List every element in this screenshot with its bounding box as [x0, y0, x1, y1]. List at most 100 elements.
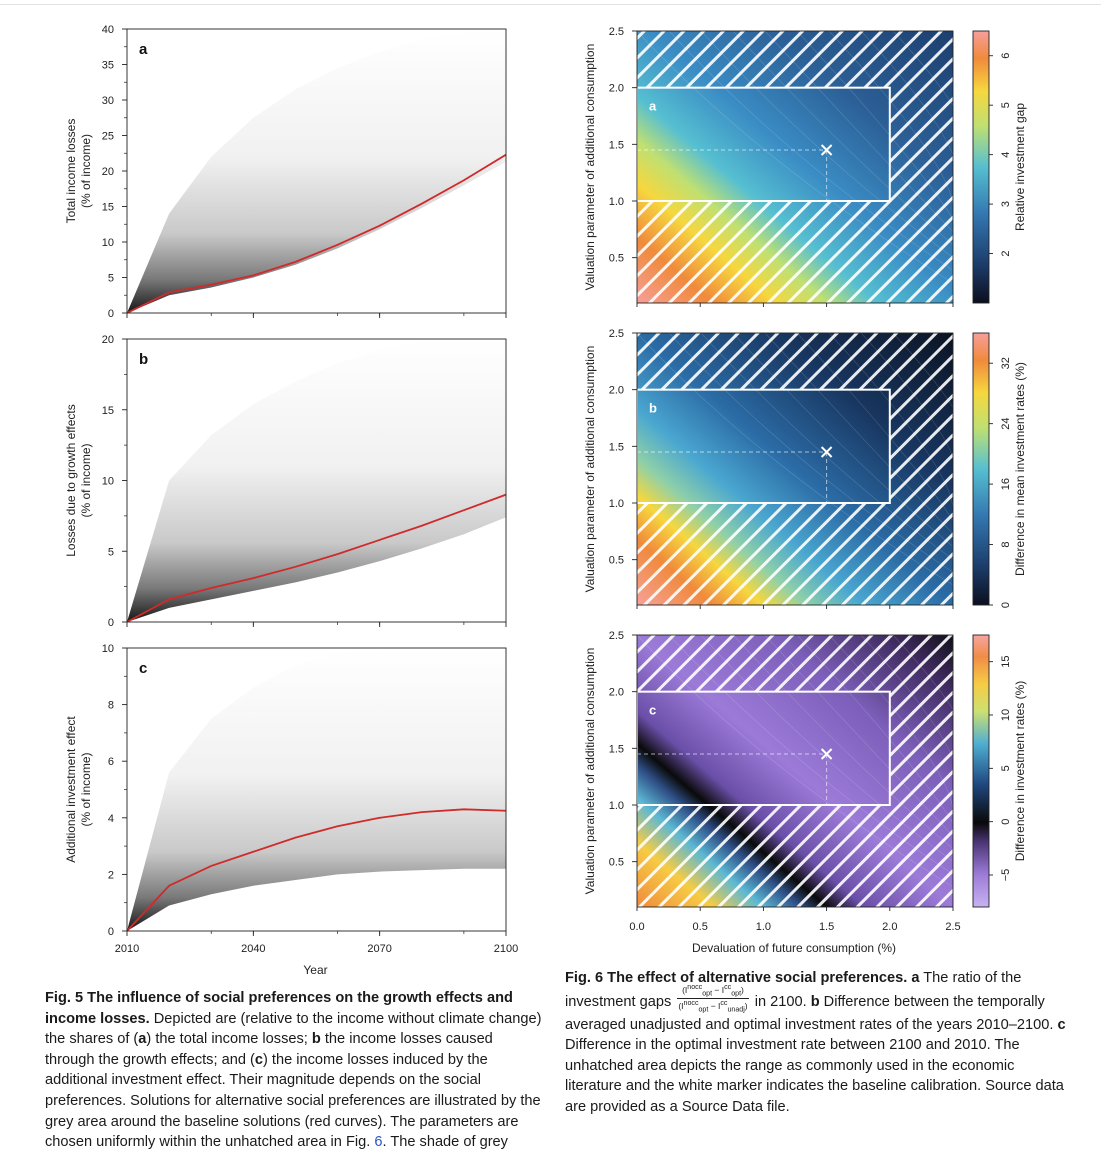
num-sup-1: nocc — [687, 982, 703, 991]
num-close: ) — [741, 984, 744, 995]
fraction-denominator: (Inoccopt − Iccunadj) — [677, 999, 748, 1015]
x-tick-label: 2040 — [241, 943, 265, 955]
fig5-caption-text-3: the income losses caused through the gro… — [45, 1031, 493, 1068]
y-tick-label: 4 — [108, 813, 114, 825]
fig5-panel-a: a 0 5 10 15 20 25 30 35 40 Total income losses (% o… — [64, 24, 507, 320]
fig5-panel-b: b 0 5 10 15 20 Losses due to growth effects (% … — [64, 334, 507, 629]
y-axis-label: Valuation parameter of additional consum… — [583, 346, 597, 593]
baseline-marker — [820, 144, 833, 156]
fig5-caption-text-5: . The shade of grey — [382, 1134, 508, 1151]
fig5-caption-a: a — [138, 1031, 147, 1048]
x-tick-label: 1.5 — [819, 921, 834, 933]
den-sub-2: unadj — [727, 1005, 745, 1014]
y-tick-label: 5 — [108, 273, 114, 285]
grey-uncertainty-band — [127, 29, 506, 313]
y-tick-label: 0 — [108, 617, 114, 629]
colorbar-tick-label: 8 — [1000, 541, 1012, 547]
panel-letter: c — [139, 660, 147, 677]
y-tick-label: 15 — [102, 202, 114, 214]
fraction-numerator: (Inoccopt − Iccopt) — [677, 982, 749, 1000]
x-tick-label: 2.5 — [945, 921, 960, 933]
colorbar-tick-label: −5 — [1000, 869, 1012, 882]
num-open: (I — [682, 984, 688, 995]
baseline-red-curve — [127, 493, 506, 622]
x-axis-label: Devaluation of future consumption (%) — [692, 941, 896, 955]
colorbar-tick-label: 16 — [1000, 478, 1012, 490]
den-open: (I — [678, 1000, 684, 1011]
y-tick-label: 2 — [108, 869, 114, 881]
baseline-marker — [820, 446, 833, 458]
colorbar — [972, 30, 990, 304]
fig6-panel-b: b 0.5 1.0 1.5 2.0 2.5 Valuation parameter of a… — [583, 328, 1027, 609]
y-tick-label: 1.5 — [609, 441, 624, 453]
colorbar-tick-label: 5 — [1000, 102, 1012, 108]
y-tick-label: 2.0 — [609, 385, 624, 397]
fig6-caption-label: Fig. 6 — [565, 970, 604, 986]
heatmap-frame — [636, 634, 954, 908]
colorbar-tick-label: 0 — [1000, 819, 1012, 825]
y-axis-label: Valuation parameter of additional consum… — [583, 648, 597, 895]
x-tick-label: 2100 — [494, 943, 518, 955]
colorbar-label: Relative investment gap — [1013, 103, 1027, 231]
hatched-region — [637, 333, 953, 605]
hatched-region — [637, 635, 953, 907]
y-axis-label-line-1: Total income losses — [64, 119, 78, 224]
y-tick-label: 2.5 — [609, 26, 624, 38]
x-tick-label: 0.0 — [629, 921, 644, 933]
colorbar-tick-label: 24 — [1000, 418, 1012, 430]
fig5-caption-c: c — [254, 1051, 263, 1068]
y-tick-label: 1.5 — [609, 743, 624, 755]
y-tick-label: 1.0 — [609, 196, 624, 208]
baseline-red-curve — [127, 808, 506, 931]
fig5-caption-label: Fig. 5 — [45, 990, 84, 1006]
y-tick-label: 30 — [102, 95, 114, 107]
colorbar-tick-label: 0 — [1000, 602, 1012, 608]
panel-letter: b — [139, 351, 148, 368]
y-tick-label: 40 — [102, 24, 114, 36]
y-tick-label: 1.0 — [609, 498, 624, 510]
panel-letter: a — [139, 41, 148, 58]
fig5-caption-text-1: Depicted are (relative to the income wit… — [45, 1010, 542, 1048]
y-tick-label: 2.5 — [609, 328, 624, 340]
y-tick-label: 20 — [102, 166, 114, 178]
fig5-caption-text-2: ) the total income losses; — [146, 1031, 312, 1048]
fig6-caption-text-3: Difference between the temporally averag… — [565, 993, 1058, 1033]
y-tick-label: 0 — [108, 926, 114, 938]
heatmap-frame — [636, 30, 954, 304]
num-sub-2: opt — [731, 989, 742, 998]
fig6-heatmaps: a 0.5 1.0 1.5 2.0 2.5 Valuation parameter of a… — [583, 26, 1027, 955]
den-close: ) — [744, 1000, 748, 1011]
heatmap-frame — [636, 332, 954, 606]
y-axis-label-line-2: (% of income) — [79, 443, 93, 517]
y-tick-label: 10 — [102, 476, 114, 488]
y-tick-label: 0 — [108, 308, 114, 320]
fig6-panel-a: a 0.5 1.0 1.5 2.0 2.5 Valuation parameter of a… — [583, 26, 1027, 307]
fig6-reference-link[interactable]: 6 — [374, 1134, 383, 1151]
y-tick-label: 6 — [108, 756, 114, 768]
fig6-caption: Fig. 6 The effect of alternative social … — [565, 968, 1070, 1118]
y-tick-label: 8 — [108, 700, 114, 712]
y-tick-label: 35 — [102, 60, 114, 72]
colorbar-label: Difference in mean investment rates (%) — [1013, 362, 1027, 576]
panel-letter: b — [649, 401, 657, 416]
colorbar-tick-label: 2 — [1000, 250, 1012, 256]
page-top-rule — [0, 4, 1101, 5]
fig6-panel-c: c 0.5 1.0 1.5 2.0 2.5 Valuation parameter of a… — [583, 630, 1027, 911]
x-axis-label: Year — [303, 963, 327, 977]
investment-gap-fraction: (Inoccopt − Iccopt) (Inoccopt − Iccunadj) — [677, 982, 749, 1015]
colorbar — [972, 634, 990, 908]
grey-uncertainty-band — [127, 339, 506, 622]
fig5-caption-title: The influence of social preferences on t… — [45, 990, 513, 1027]
x-tick-label: 0.5 — [693, 921, 708, 933]
y-tick-label: 10 — [102, 237, 114, 249]
panel-letter: c — [649, 703, 656, 718]
baseline-red-curve — [127, 153, 506, 313]
y-tick-label: 25 — [102, 131, 114, 143]
den-sup-2: cc — [720, 999, 728, 1008]
fig5-caption: Fig. 5 The influence of social preferenc… — [45, 988, 545, 1153]
den-sup-1: nocc — [683, 999, 699, 1008]
colorbar-label: Difference in investment rates (%) — [1013, 681, 1027, 862]
colorbar-tick-label: 32 — [1000, 357, 1012, 369]
fig6-caption-title: The effect of alternative social prefere… — [607, 970, 908, 986]
